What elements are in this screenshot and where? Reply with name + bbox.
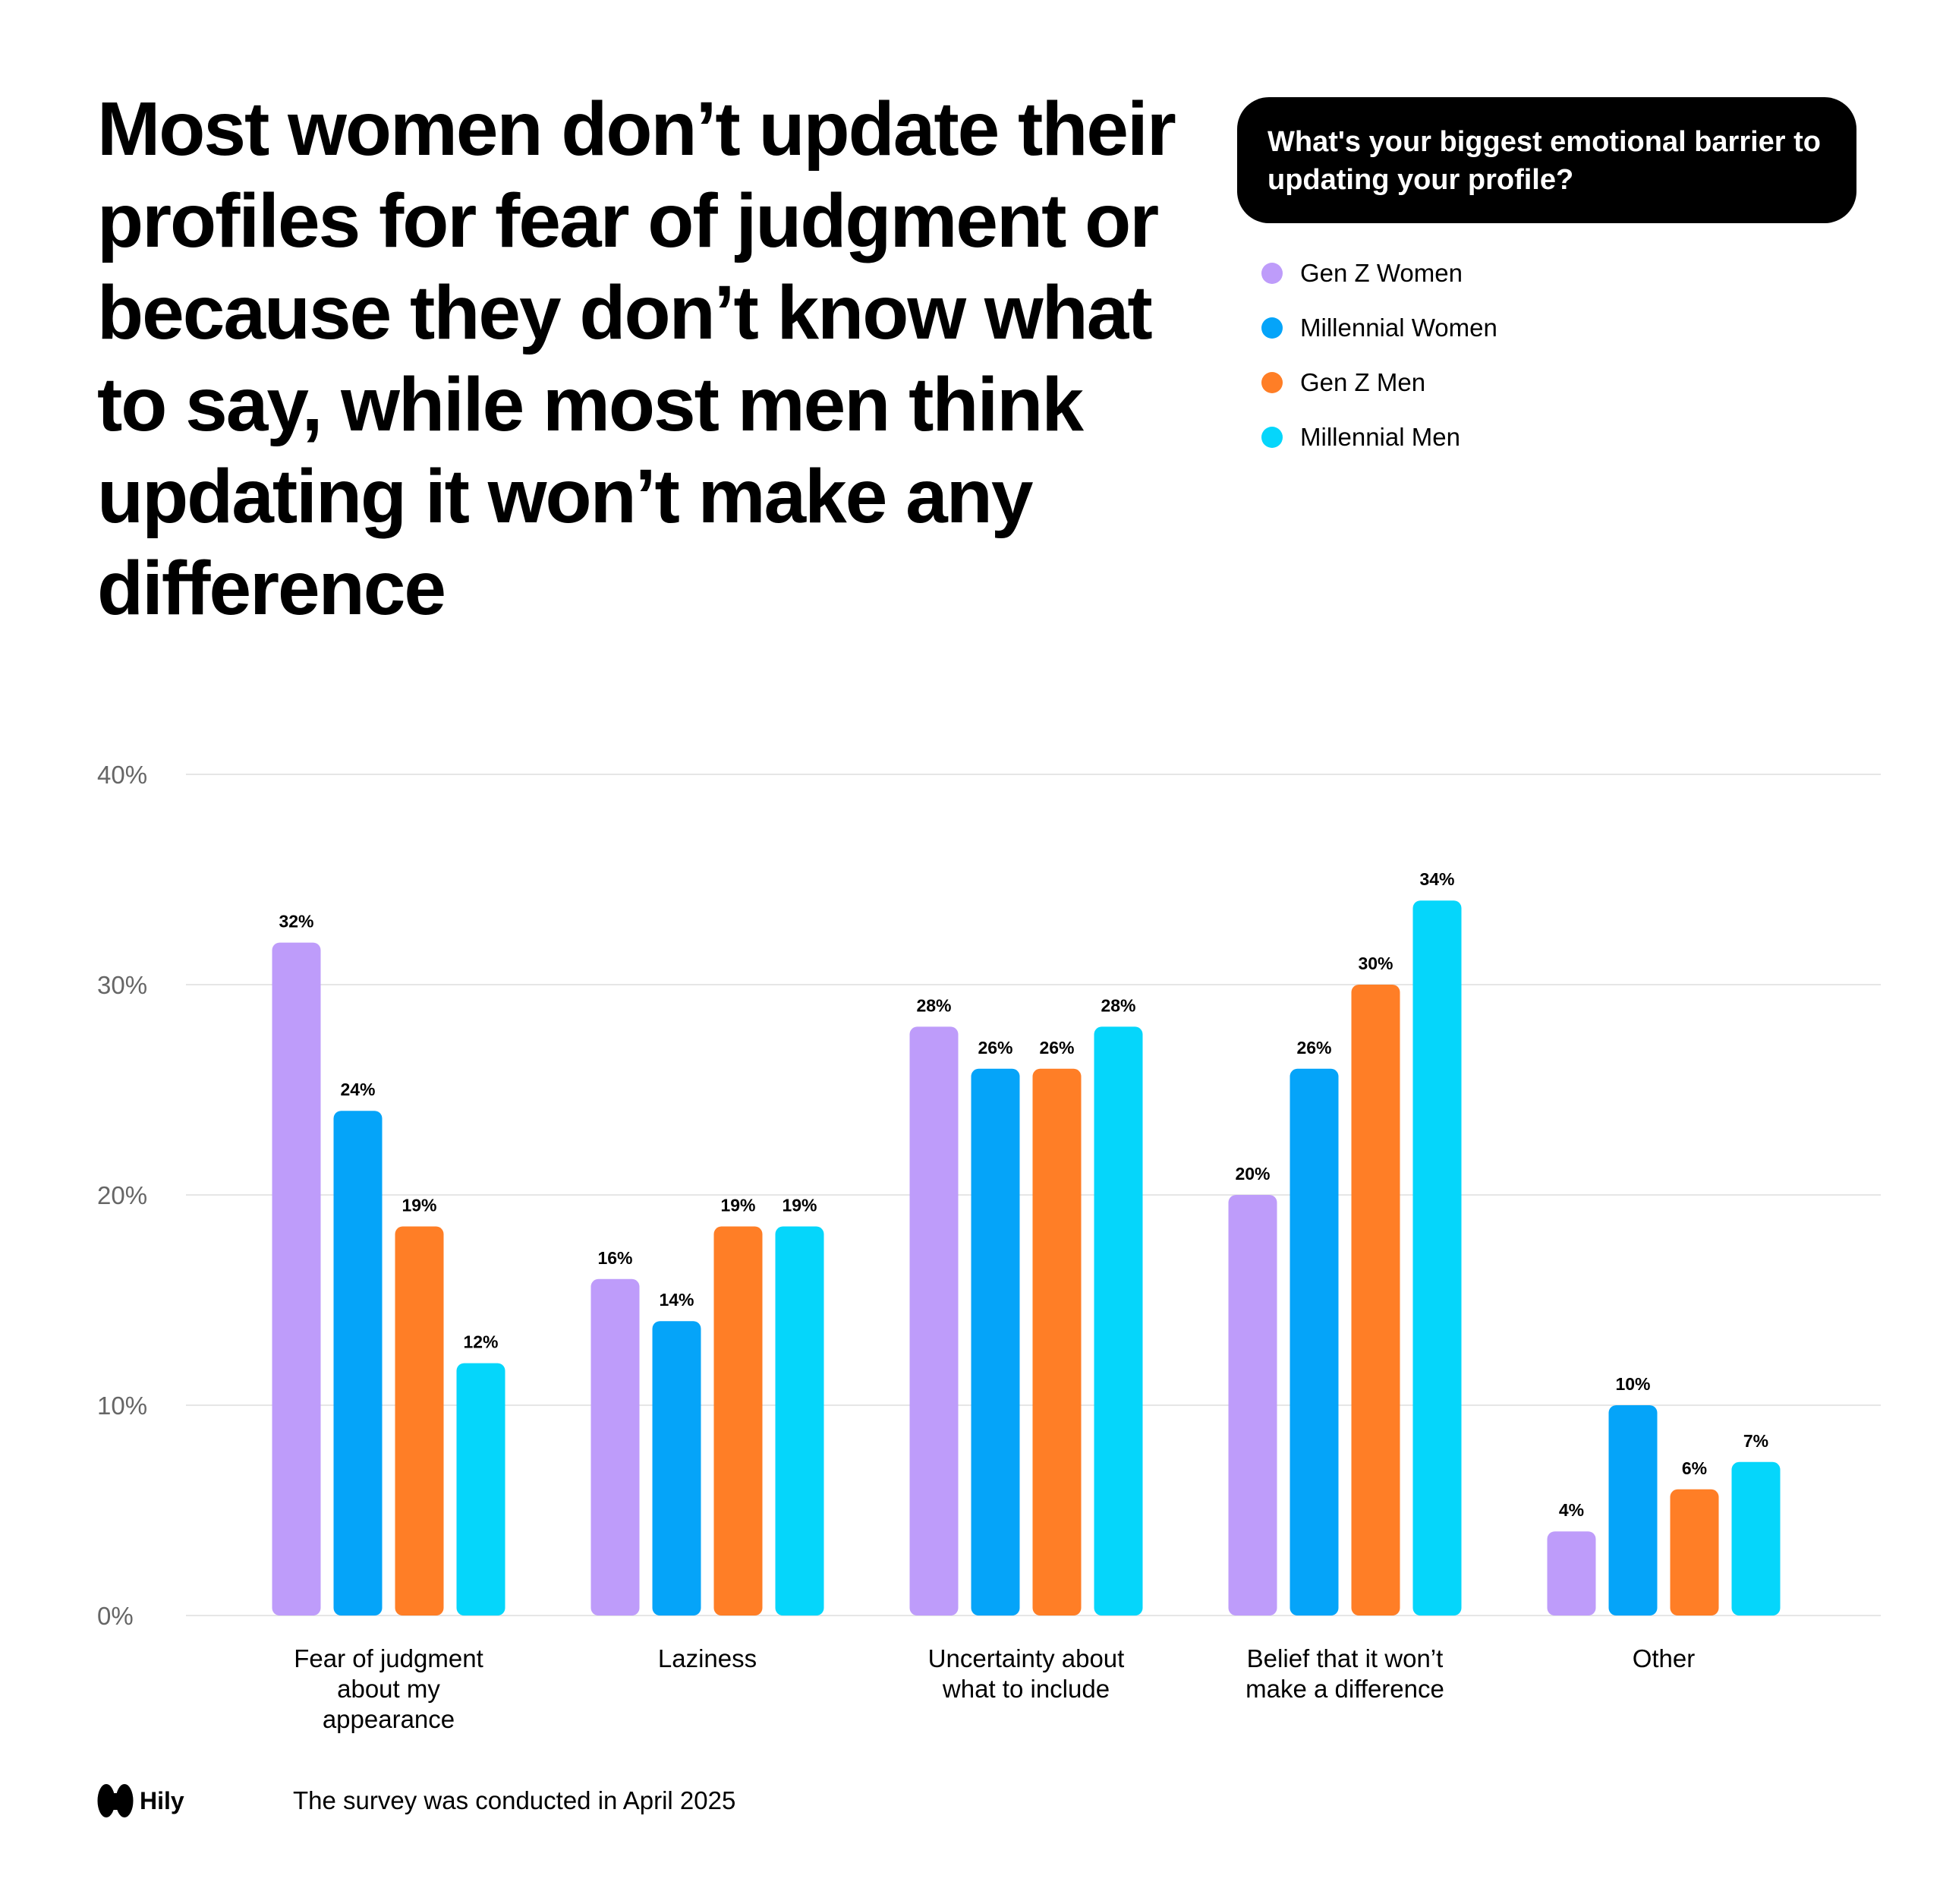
data-label: 14% [659, 1290, 694, 1310]
hily-logo-wordmark: Hily [140, 1787, 184, 1814]
category-label: Laziness [658, 1644, 757, 1672]
bar [909, 1026, 959, 1616]
bar [1032, 1068, 1082, 1616]
category-label: Other [1633, 1644, 1696, 1672]
footer-note: The survey was conducted in April 2025 [293, 1786, 736, 1814]
category-label: Uncertainty about [928, 1644, 1125, 1672]
data-label: 19% [402, 1196, 436, 1215]
bar [333, 1111, 383, 1616]
data-label: 7% [1743, 1431, 1768, 1451]
data-label: 34% [1419, 869, 1454, 889]
bar [1094, 1026, 1143, 1616]
question-box: What's your biggest emotional barrier to… [1237, 97, 1856, 223]
y-tick-label: 0% [97, 1602, 134, 1630]
hily-logo: Hily [97, 1784, 184, 1817]
data-label: 28% [1101, 995, 1135, 1015]
y-tick-label: 40% [97, 761, 147, 789]
data-label: 20% [1235, 1164, 1270, 1184]
legend-swatch-gen-z-men [1261, 372, 1283, 393]
category-label: make a difference [1245, 1675, 1444, 1703]
bar [652, 1321, 701, 1616]
bar [713, 1226, 763, 1616]
y-tick-label: 20% [97, 1181, 147, 1209]
data-label: 6% [1682, 1458, 1707, 1478]
bar [1290, 1068, 1339, 1616]
data-label: 16% [597, 1248, 632, 1268]
bar [1670, 1489, 1719, 1616]
bar [456, 1363, 505, 1616]
bar [971, 1068, 1020, 1616]
legend-label-millennial-women: Millennial Women [1300, 314, 1497, 342]
bar [1351, 985, 1400, 1616]
bar [1608, 1405, 1658, 1616]
legend-label-gen-z-women: Gen Z Women [1300, 259, 1463, 287]
data-label: 24% [340, 1080, 375, 1099]
bar [1412, 900, 1462, 1616]
legend-swatch-gen-z-women [1261, 263, 1283, 284]
legend-label-gen-z-men: Gen Z Men [1300, 368, 1426, 396]
bar [590, 1278, 640, 1616]
headline: Most women don’t update their profiles f… [97, 87, 1176, 631]
bar [1547, 1531, 1596, 1616]
data-label: 10% [1615, 1374, 1650, 1394]
data-label: 26% [1296, 1038, 1331, 1058]
bar [1731, 1461, 1781, 1616]
category-label: Fear of judgment [294, 1644, 483, 1672]
y-tick-label: 30% [97, 971, 147, 999]
data-label: 26% [1039, 1038, 1074, 1058]
data-label: 12% [463, 1332, 498, 1352]
hily-logo-mark-icon [97, 1784, 134, 1817]
legend-swatch-millennial-men [1261, 427, 1283, 448]
y-tick-label: 10% [97, 1392, 147, 1420]
data-label: 19% [782, 1196, 817, 1215]
bars [272, 900, 1781, 1616]
legend-label-millennial-men: Millennial Men [1300, 423, 1460, 451]
bar [775, 1226, 824, 1616]
data-label: 28% [916, 995, 951, 1015]
legend-swatch-millennial-women [1261, 317, 1283, 339]
bar-chart: 0% 10% 20% 30% 40% 32% 24% 19% 12% 16% 14% 19% 19% 2… [97, 761, 1881, 1733]
bar [272, 942, 321, 1616]
category-label: appearance [323, 1705, 455, 1733]
category-label: about my [337, 1675, 440, 1703]
category-label: what to include [942, 1675, 1110, 1703]
bar [395, 1226, 444, 1616]
data-label: 19% [720, 1196, 755, 1215]
data-label: 4% [1559, 1500, 1584, 1520]
data-label: 30% [1358, 954, 1393, 973]
value-labels: 32% 24% 19% 12% 16% 14% 19% 19% 28% 26% 26% 28% 20% 2… [279, 869, 1768, 1520]
bar [1228, 1195, 1277, 1616]
category-label: Belief that it won’t [1247, 1644, 1444, 1672]
question-text: What's your biggest emotional barrier to… [1268, 126, 1822, 196]
data-label: 32% [279, 912, 313, 932]
data-label: 26% [978, 1038, 1012, 1058]
